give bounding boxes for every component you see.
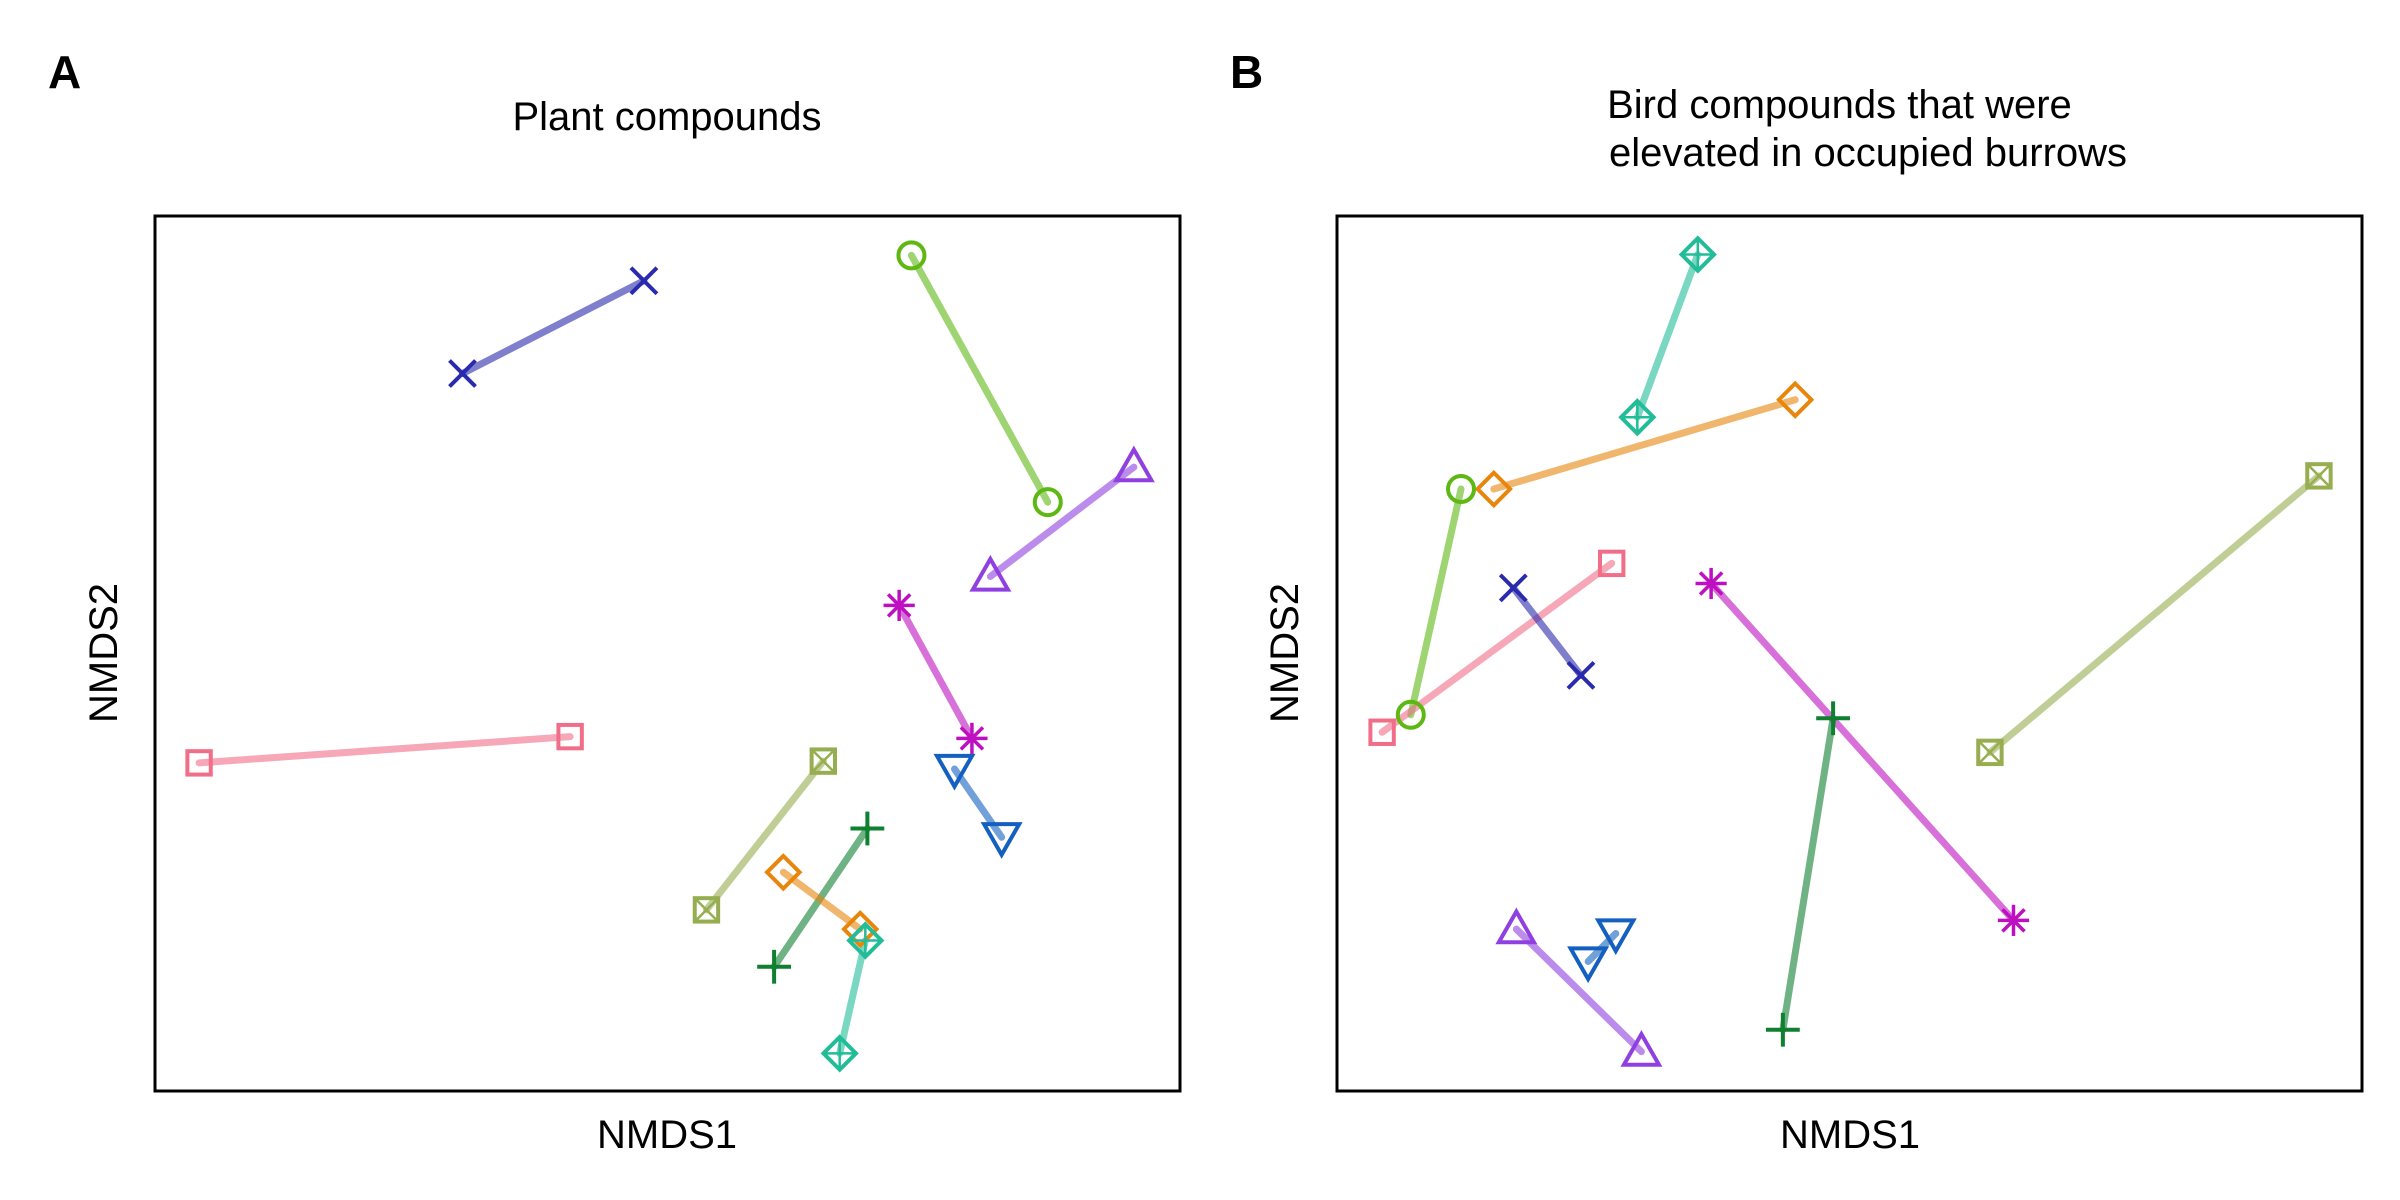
pair-line — [1986, 472, 2323, 756]
x-cross-point — [629, 266, 659, 296]
pair-line — [459, 277, 648, 377]
circle-point — [1395, 699, 1426, 730]
diamond-point — [841, 910, 880, 949]
plus-point — [757, 949, 791, 984]
square-point — [1598, 549, 1626, 578]
chart-title: Bird compounds that were elevated in occ… — [1607, 83, 2127, 175]
diamond-point — [764, 853, 803, 892]
triangle-up-point — [1112, 445, 1155, 483]
square-point — [556, 722, 584, 751]
y-axis-label: NMDS2 — [82, 583, 126, 723]
square-x-point — [692, 896, 721, 924]
x-axis-label: NMDS1 — [1780, 1113, 1920, 1157]
x-axis-label: NMDS1 — [597, 1113, 737, 1157]
x-cross-point — [1566, 660, 1596, 690]
diamond-plus-point — [1678, 235, 1717, 274]
chart-title-line: elevated in occupied burrows — [1609, 131, 2127, 175]
square-x-point — [1976, 738, 2004, 767]
pair-line — [1779, 714, 1837, 1034]
pair-line — [779, 868, 864, 933]
pair-line — [895, 601, 976, 742]
circle-point — [1446, 474, 1477, 504]
diamond-plus-point — [1618, 398, 1657, 437]
diamond-point — [1776, 380, 1815, 419]
plus-point — [1816, 701, 1850, 736]
panel-letter: B — [1230, 46, 1263, 98]
pair-line — [195, 733, 574, 767]
pair-line — [1707, 580, 2017, 924]
circle-point — [896, 240, 927, 271]
pair-line — [836, 937, 869, 1057]
pair-line — [1378, 559, 1616, 736]
asterisk-point — [883, 589, 915, 621]
diamond-plus-point — [846, 921, 885, 960]
pair-lines — [195, 251, 1138, 1057]
asterisk-point — [1695, 567, 1727, 600]
plot-frame — [153, 214, 1182, 1093]
pair-line — [986, 463, 1138, 580]
triangle-up-point — [969, 554, 1012, 592]
pair-line — [951, 765, 1006, 841]
triangle-down-point — [1594, 918, 1637, 956]
pair-line — [1407, 485, 1465, 719]
triangle-down-point — [1567, 946, 1610, 984]
pair-line — [1490, 396, 1799, 493]
triangle-up-point — [1495, 907, 1538, 945]
plus-point — [1765, 1012, 1800, 1047]
y-axis-label: NMDS2 — [1263, 583, 1307, 723]
triangle-down-point — [980, 822, 1023, 859]
plus-point — [850, 811, 885, 846]
triangle-down-point — [933, 753, 976, 791]
square-x-point — [2305, 462, 2333, 490]
square-point — [1368, 718, 1396, 746]
diamond-plus-point — [820, 1034, 859, 1073]
x-cross-point — [448, 359, 477, 388]
markers — [185, 240, 1155, 1073]
chart-title-line: Bird compounds that were — [1607, 83, 2072, 127]
plot-frame — [1335, 214, 2364, 1093]
pair-lines — [1378, 251, 2323, 1056]
triangle-up-point — [1620, 1030, 1663, 1067]
pair-line — [1633, 251, 1702, 421]
panel-letter: A — [48, 46, 81, 98]
square-point — [185, 749, 213, 777]
pair-line — [702, 757, 827, 914]
pair-line — [1509, 584, 1585, 679]
diamond-point — [1474, 469, 1513, 509]
pair-line — [907, 251, 1052, 506]
panel-a: A Plant compounds NMDS1 NMDS2 — [48, 46, 1182, 1157]
pair-line — [1512, 925, 1645, 1056]
asterisk-point — [1997, 904, 2030, 936]
panel-b: B Bird compounds that were elevated in o… — [1230, 46, 2364, 1157]
chart-title-line: Plant compounds — [512, 95, 821, 139]
square-x-point — [809, 747, 837, 775]
chart-title: Plant compounds — [512, 95, 821, 139]
x-cross-point — [1498, 573, 1528, 603]
markers — [1368, 235, 2333, 1067]
asterisk-point — [956, 722, 988, 754]
circle-point — [1032, 487, 1063, 518]
